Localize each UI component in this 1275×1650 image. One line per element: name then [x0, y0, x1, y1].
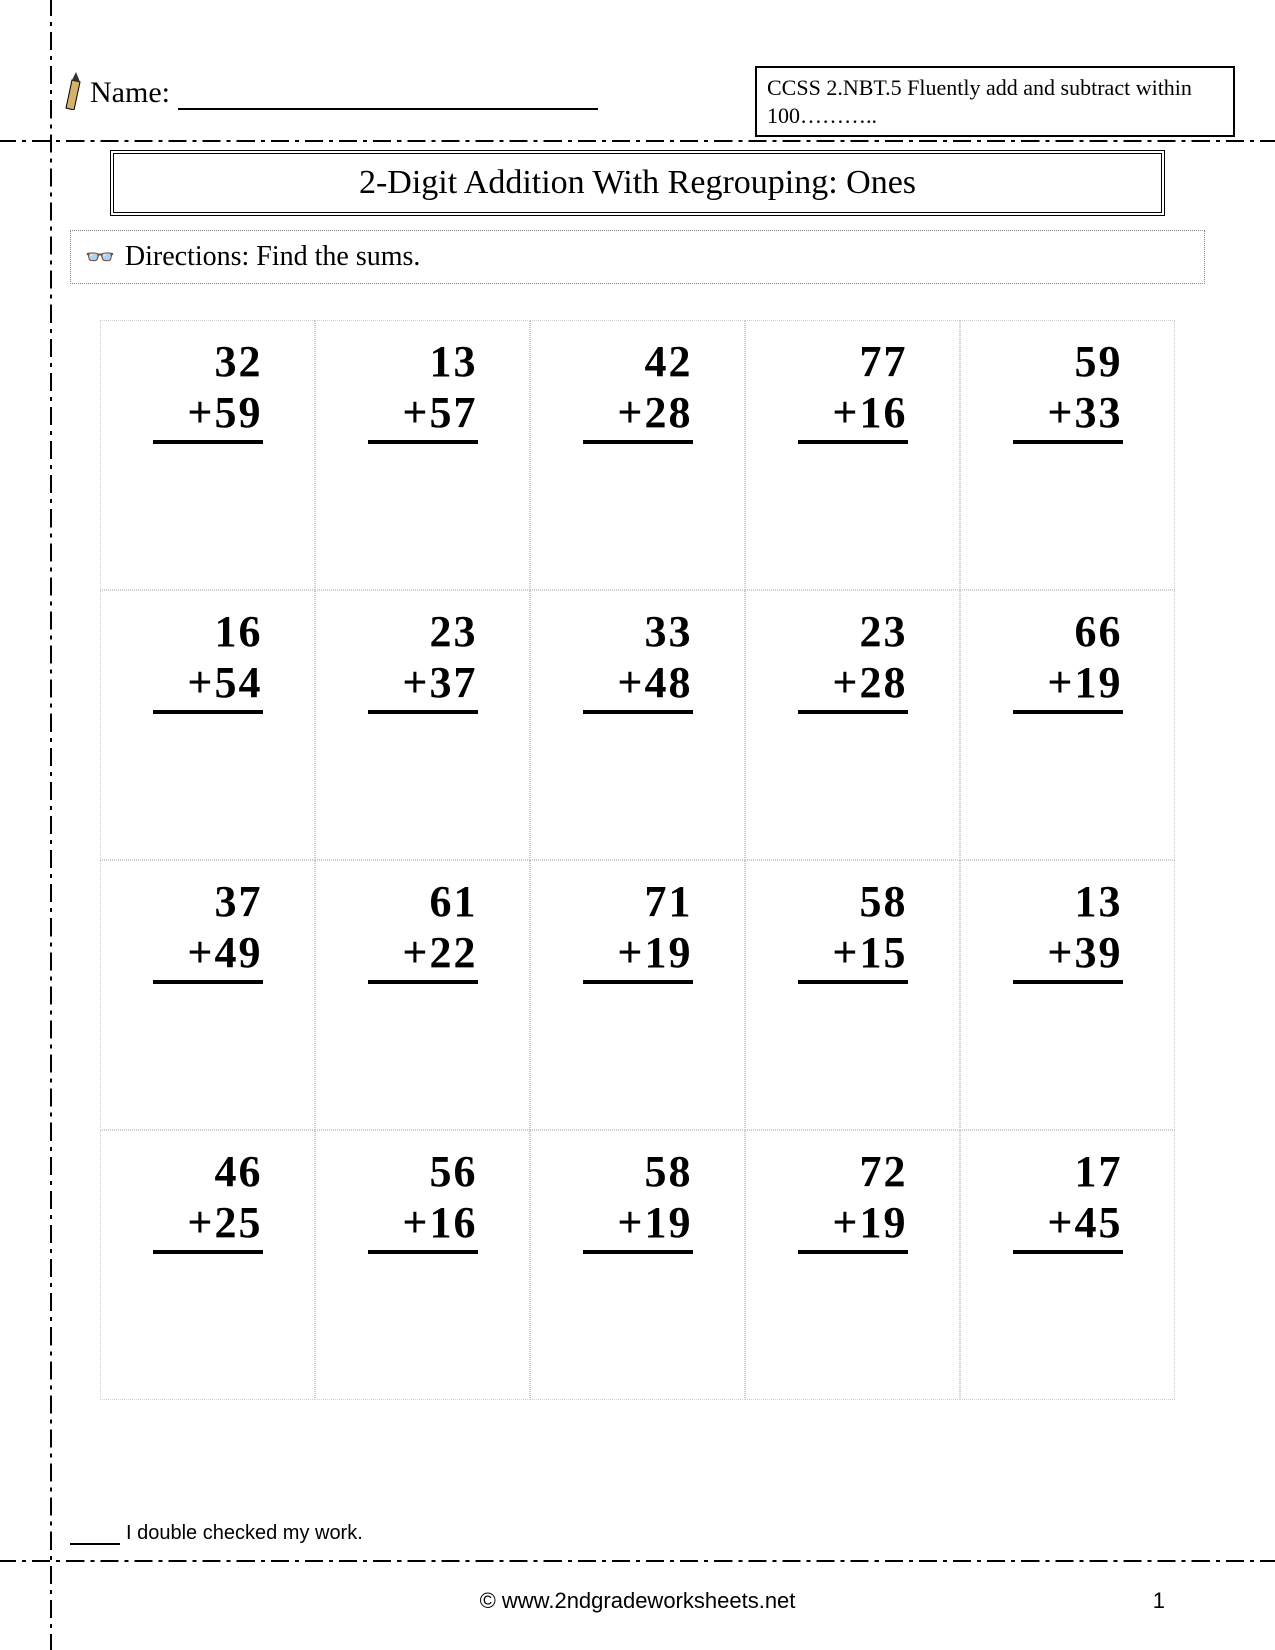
- addend-bottom: +15: [798, 928, 908, 985]
- addend-top: 16: [153, 607, 263, 658]
- addend-top: 58: [583, 1147, 693, 1198]
- problem-cell[interactable]: 58+15: [745, 860, 960, 1130]
- addend-bottom: +45: [1013, 1198, 1123, 1255]
- checked-label: I double checked my work.: [126, 1522, 363, 1545]
- addend-top: 37: [153, 877, 263, 928]
- addend-bottom: +25: [153, 1198, 263, 1255]
- problem-cell[interactable]: 32+59: [100, 320, 315, 590]
- cutline-bottom: [0, 1560, 1275, 1562]
- addend-bottom: +16: [368, 1198, 478, 1255]
- addend-top: 42: [583, 337, 693, 388]
- addend-bottom: +37: [368, 658, 478, 715]
- addend-bottom: +28: [798, 658, 908, 715]
- addend-top: 56: [368, 1147, 478, 1198]
- name-input-line[interactable]: [178, 80, 598, 110]
- pencil-icon: [60, 70, 86, 110]
- addend-bottom: +16: [798, 388, 908, 445]
- addend-top: 23: [798, 607, 908, 658]
- problem-cell[interactable]: 17+45: [960, 1130, 1175, 1400]
- addend-top: 71: [583, 877, 693, 928]
- problem-cell[interactable]: 77+16: [745, 320, 960, 590]
- addend-bottom: +57: [368, 388, 478, 445]
- addend-bottom: +59: [153, 388, 263, 445]
- addend-bottom: +28: [583, 388, 693, 445]
- addend-top: 13: [368, 337, 478, 388]
- problem-cell[interactable]: 72+19: [745, 1130, 960, 1400]
- standard-box: CCSS 2.NBT.5 Fluently add and subtract w…: [755, 66, 1235, 137]
- addend-bottom: +22: [368, 928, 478, 985]
- addend-top: 77: [798, 337, 908, 388]
- checked-input-line[interactable]: [70, 1527, 120, 1545]
- addend-bottom: +19: [583, 928, 693, 985]
- addend-bottom: +54: [153, 658, 263, 715]
- problem-cell[interactable]: 13+39: [960, 860, 1175, 1130]
- addend-top: 32: [153, 337, 263, 388]
- addend-top: 46: [153, 1147, 263, 1198]
- name-label: Name:: [90, 76, 170, 110]
- problem-cell[interactable]: 59+33: [960, 320, 1175, 590]
- problem-cell[interactable]: 58+19: [530, 1130, 745, 1400]
- problems-grid: 32+5913+5742+2877+1659+3316+5423+3733+48…: [100, 320, 1175, 1400]
- problem-cell[interactable]: 66+19: [960, 590, 1175, 860]
- problem-cell[interactable]: 37+49: [100, 860, 315, 1130]
- directions-box: 👓 Directions: Find the sums.: [70, 230, 1205, 284]
- addend-bottom: +33: [1013, 388, 1123, 445]
- addend-bottom: +19: [1013, 658, 1123, 715]
- problem-cell[interactable]: 23+28: [745, 590, 960, 860]
- addend-top: 33: [583, 607, 693, 658]
- addend-bottom: +49: [153, 928, 263, 985]
- problem-cell[interactable]: 61+22: [315, 860, 530, 1130]
- addend-top: 61: [368, 877, 478, 928]
- problem-cell[interactable]: 16+54: [100, 590, 315, 860]
- addend-bottom: +39: [1013, 928, 1123, 985]
- problem-cell[interactable]: 56+16: [315, 1130, 530, 1400]
- addend-top: 59: [1013, 337, 1123, 388]
- footer-copyright: © www.2ndgradeworksheets.net: [0, 1588, 1275, 1614]
- problem-cell[interactable]: 33+48: [530, 590, 745, 860]
- addend-bottom: +48: [583, 658, 693, 715]
- addend-top: 66: [1013, 607, 1123, 658]
- addend-top: 23: [368, 607, 478, 658]
- page-number: 1: [1153, 1588, 1165, 1614]
- problem-cell[interactable]: 13+57: [315, 320, 530, 590]
- addend-bottom: +19: [798, 1198, 908, 1255]
- name-block: Name:: [60, 70, 598, 110]
- cutline-left: [50, 0, 52, 1650]
- addend-bottom: +19: [583, 1198, 693, 1255]
- addend-top: 17: [1013, 1147, 1123, 1198]
- glasses-icon: 👓: [85, 243, 115, 272]
- addend-top: 58: [798, 877, 908, 928]
- addend-top: 13: [1013, 877, 1123, 928]
- problem-cell[interactable]: 46+25: [100, 1130, 315, 1400]
- problem-cell[interactable]: 23+37: [315, 590, 530, 860]
- directions-text: Directions: Find the sums.: [125, 241, 421, 273]
- addend-top: 72: [798, 1147, 908, 1198]
- problem-cell[interactable]: 71+19: [530, 860, 745, 1130]
- cutline-top: [0, 140, 1275, 142]
- checked-row: I double checked my work.: [70, 1522, 363, 1545]
- problem-cell[interactable]: 42+28: [530, 320, 745, 590]
- worksheet-title: 2-Digit Addition With Regrouping: Ones: [110, 150, 1165, 216]
